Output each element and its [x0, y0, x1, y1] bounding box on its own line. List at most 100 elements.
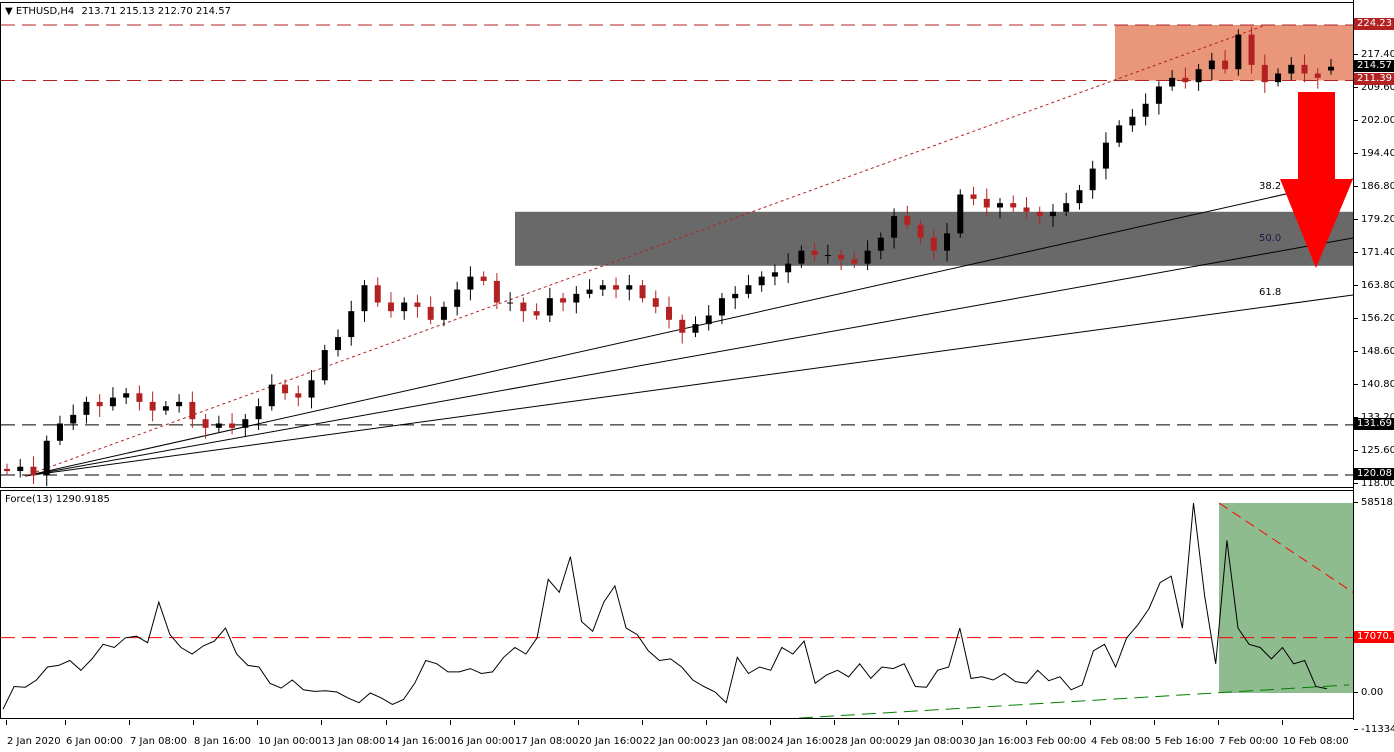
time-tick [1090, 720, 1091, 725]
candle [1235, 29, 1242, 76]
price-tick-label: 125.60 [1361, 445, 1394, 457]
time-tick [706, 720, 707, 725]
candle-body [189, 401, 196, 420]
price-tick-label: 209.60 [1361, 82, 1394, 94]
candle [321, 344, 328, 385]
candle-body [1235, 34, 1242, 70]
candle-body [348, 311, 355, 338]
time-tick [257, 720, 258, 725]
candle [427, 296, 434, 325]
candle-body [904, 216, 911, 225]
candle [1049, 204, 1056, 227]
price-chart-pane[interactable]: ▼ ETHUSD,H4 213.71 215.13 212.70 214.57 … [0, 2, 1354, 488]
candle-body [162, 406, 169, 411]
candle-body [957, 194, 964, 234]
price-tick [1354, 317, 1358, 319]
time-tick-label: 5 Feb 16:00 [1155, 736, 1215, 747]
candle-body [149, 401, 156, 411]
candle-body [43, 440, 50, 476]
candle [123, 388, 130, 405]
time-tick [450, 720, 451, 725]
candle [507, 292, 514, 312]
candle-body [785, 263, 792, 273]
collapse-triangle-icon[interactable]: ▼ [5, 6, 13, 17]
candle-body [718, 298, 725, 316]
price-tick [1354, 450, 1358, 452]
candle-body [1102, 142, 1109, 169]
force-indicator-pane[interactable]: Force(13) 1290.9185 [0, 490, 1354, 719]
candle [162, 401, 169, 415]
price-tick-label: 118.00 [1361, 478, 1394, 489]
candle [997, 197, 1003, 219]
time-tick-label: 4 Feb 08:00 [1091, 736, 1151, 747]
time-tick [1282, 720, 1283, 725]
time-tick [642, 720, 643, 725]
time-tick-label: 3 Feb 00:00 [1027, 736, 1087, 747]
price-tick-label: 163.80 [1361, 280, 1394, 292]
candle [798, 245, 805, 268]
time-tick-label: 29 Jan 08:00 [899, 736, 963, 747]
candle-body [1301, 64, 1308, 74]
time-tick-label: 10 Jan 00:00 [258, 736, 322, 747]
time-tick-label: 14 Jan 16:00 [387, 736, 451, 747]
candle [1208, 52, 1215, 81]
candle [745, 274, 752, 299]
time-tick [1218, 720, 1219, 725]
candle-body [427, 306, 434, 320]
price-tick [1354, 218, 1358, 220]
candle [613, 277, 620, 299]
candle-body [997, 203, 1003, 208]
candle-body [533, 311, 540, 316]
candle-body [705, 315, 712, 325]
force-title: Force(13) 1290.9185 [5, 494, 110, 505]
candle [440, 301, 447, 327]
candle-body [599, 285, 606, 290]
force-tick-label: 0.00 [1361, 687, 1384, 698]
candle-body [17, 466, 24, 472]
candle [573, 286, 580, 314]
fib-level-label: 50.0 [1259, 233, 1281, 244]
price-tick [1354, 350, 1358, 352]
candle [1142, 93, 1149, 126]
candle [692, 316, 699, 338]
time-axis[interactable]: 2 Jan 2020 6 Jan 00:00 7 Jan 08:00 8 Jan 16… [0, 720, 1394, 752]
candle [1275, 68, 1282, 87]
candle-body [96, 401, 103, 407]
candle [864, 240, 871, 271]
candle-body [202, 419, 209, 428]
candle-body [944, 233, 951, 251]
candle-body [242, 419, 249, 428]
candle-body [361, 285, 368, 312]
candle [944, 223, 951, 262]
candle-body [1049, 211, 1056, 217]
time-tick-label: 8 Jan 16:00 [194, 736, 251, 747]
price-tick [1354, 185, 1358, 187]
candle [136, 385, 143, 411]
candle-body [229, 423, 236, 428]
force-tick [1354, 728, 1358, 730]
fib-fan-line [24, 294, 1353, 477]
candle-body [136, 393, 143, 402]
candle [1301, 54, 1308, 83]
candle-body [1275, 73, 1282, 83]
price-tick-label: 148.60 [1361, 345, 1394, 357]
candle-body [1314, 73, 1321, 78]
candle [652, 290, 659, 314]
candle-body [123, 393, 130, 398]
ohlc-values: 213.71 215.13 212.70 214.57 [81, 6, 231, 17]
candle-body [970, 194, 977, 199]
candle-body [1208, 60, 1215, 70]
candle [785, 253, 792, 284]
candle [1261, 54, 1268, 93]
time-tick [898, 720, 899, 725]
candle-body [109, 397, 116, 407]
candle [626, 274, 633, 301]
candle [149, 391, 156, 422]
candle-body [1063, 203, 1070, 212]
candle-body [613, 285, 620, 290]
force-axis[interactable]: 58518.76 0.00 -11334.2 [1353, 490, 1394, 735]
candle [242, 414, 249, 437]
candle [599, 280, 606, 297]
time-tick-label: 7 Feb 00:00 [1219, 736, 1279, 747]
time-tick [6, 720, 7, 725]
